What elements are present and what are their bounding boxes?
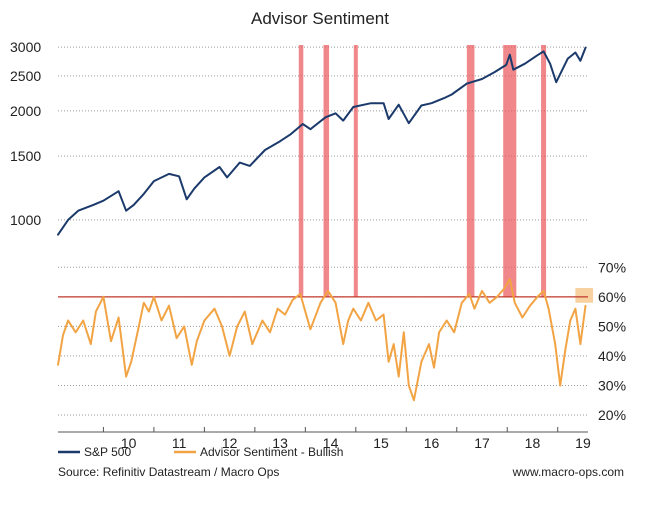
x-tick-label: 11 (172, 435, 187, 451)
left-tick-label: 2500 (10, 68, 41, 84)
legend-label-sentiment: Advisor Sentiment - Bullish (200, 445, 343, 459)
series-lines (57, 46, 588, 402)
highlight-band (353, 45, 358, 297)
left-tick-label: 3000 (10, 39, 41, 55)
sp500-line (57, 46, 587, 236)
left-tick-label: 1500 (10, 148, 41, 164)
x-tick-label: 17 (474, 435, 490, 451)
highlight-band (503, 45, 517, 297)
left-tick-label: 1000 (10, 212, 41, 228)
website-link[interactable]: www.macro-ops.com (512, 465, 624, 479)
sentiment-line (57, 278, 587, 402)
chart-title: Advisor Sentiment (251, 9, 389, 28)
legend: S&P 500 Advisor Sentiment - Bullish (58, 445, 343, 459)
left-tick-label: 2000 (10, 103, 41, 119)
source-note: Source: Refinitiv Datastream / Macro Ops (58, 465, 279, 479)
right-tick-label: 40% (598, 348, 626, 364)
right-tick-label: 20% (598, 407, 626, 423)
right-tick-label: 60% (598, 289, 626, 305)
highlight-band (541, 45, 547, 297)
legend-label-sp500: S&P 500 (84, 445, 131, 459)
right-tick-label: 30% (598, 377, 626, 393)
highlight-band (466, 45, 475, 297)
x-tick-label: 12 (222, 435, 238, 451)
x-tick-label: 15 (373, 435, 389, 451)
x-tick-label: 10 (121, 435, 137, 451)
x-tick-label: 18 (525, 435, 541, 451)
x-tick-label: 16 (424, 435, 440, 451)
highlight-band (323, 45, 330, 297)
x-tick-label: 13 (272, 435, 288, 451)
highlight-bands (298, 45, 594, 303)
current-sentiment-band (575, 287, 594, 303)
x-tick-label: 14 (323, 435, 339, 451)
x-tick-label: 19 (575, 435, 591, 451)
right-tick-label: 50% (598, 318, 626, 334)
highlight-band (298, 45, 304, 297)
right-tick-label: 70% (598, 259, 626, 275)
axes: 3000 2500 2000 1500 1000 70% 60% 50% 40% 30% 20% 10… (10, 39, 626, 451)
